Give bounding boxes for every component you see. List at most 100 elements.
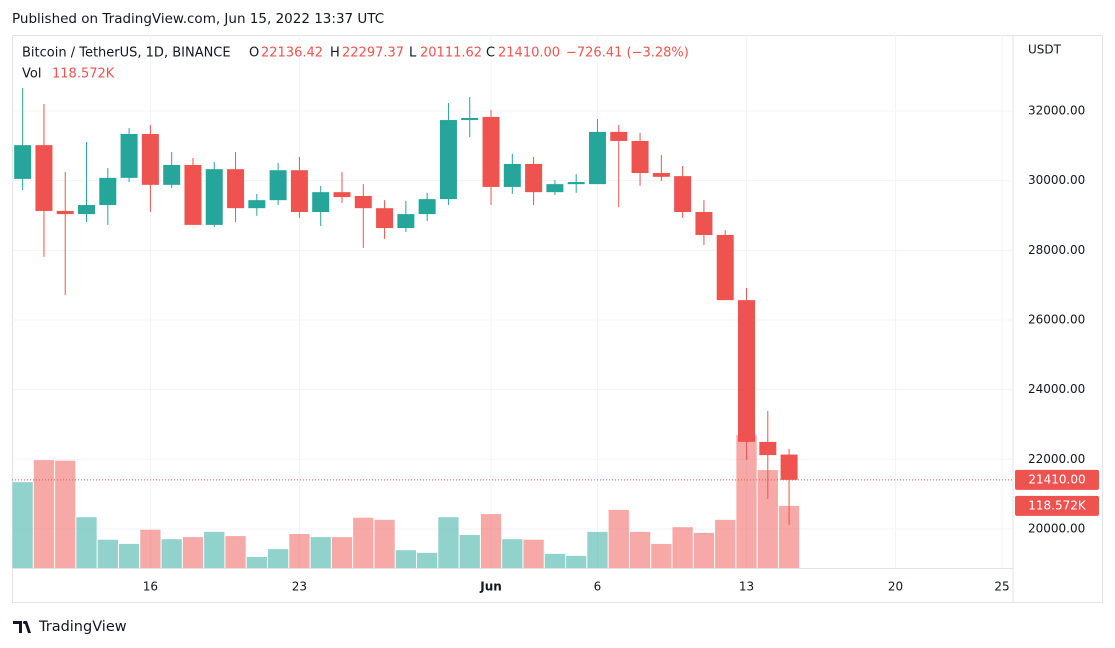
candle-body: [780, 454, 798, 480]
volume-bar: [736, 435, 757, 568]
volume-bar: [331, 537, 353, 568]
candle-body: [163, 164, 181, 185]
volume-bar: [480, 514, 502, 568]
high-label: H: [330, 46, 340, 61]
volume-bar: [672, 527, 693, 568]
candle-body: [610, 131, 628, 141]
volume-bar: [566, 555, 587, 568]
published-note: Published on TradingView.com, Jun 15, 20…: [12, 11, 384, 27]
x-tick-label: 13: [739, 580, 754, 594]
x-tick-label: 16: [143, 580, 158, 594]
logo: [13, 621, 31, 633]
candle-body: [56, 210, 74, 215]
candle-body: [546, 184, 564, 193]
chart-frame: [12, 35, 1103, 603]
candle-body: [141, 133, 159, 185]
logo-icon: [13, 621, 31, 633]
volume-bar: [118, 543, 140, 568]
volume-bar: [246, 557, 267, 568]
volume-bar: [182, 537, 204, 568]
last-price-tag-text: 21410.00: [1028, 472, 1085, 486]
volume-bar: [55, 460, 76, 568]
volume-bar: [608, 509, 629, 568]
volume-bar: [374, 519, 395, 568]
overlay: 21410.00 118.572K: [12, 469, 1099, 516]
volume-bar: [161, 539, 182, 568]
candle-body: [269, 170, 287, 201]
candle-body: [205, 169, 223, 225]
volume-bar: [438, 517, 459, 568]
x-tick-label: 25: [994, 580, 1009, 594]
volume-bar: [544, 553, 566, 568]
candle-body: [312, 192, 330, 213]
logo-dot: [23, 621, 26, 624]
candle-body: [290, 170, 308, 213]
volume-bar: [587, 531, 608, 568]
volume-bar: [778, 505, 800, 568]
volume-bar: [459, 535, 480, 568]
volume-bar: [651, 543, 672, 568]
symbol: Bitcoin / TetherUS, 1D, BINANCE: [22, 46, 231, 61]
volume-label: Vol: [22, 67, 41, 82]
volume-bar: [693, 532, 715, 568]
candle-body: [439, 120, 457, 200]
close-label: C: [486, 46, 495, 61]
candle-body: [738, 300, 756, 442]
low-label: L: [409, 46, 417, 61]
brand: TradingView: [38, 619, 127, 635]
y-tick-label: 28000.00: [1028, 243, 1085, 257]
grid: 20000.00 22000.00 24000.00 26000.00 28000.00…: [12, 35, 1085, 594]
candle-body: [120, 133, 138, 178]
y-tick-label: 30000.00: [1028, 173, 1085, 187]
open-value: 22136.42: [261, 46, 323, 61]
volume-bar: [33, 460, 55, 568]
candle-body: [631, 140, 649, 173]
volume-value: 118.572K: [52, 67, 115, 82]
high-value: 22297.37: [342, 46, 404, 61]
x-tick-label: 6: [594, 580, 602, 594]
candles: [14, 88, 798, 526]
y-tick-label: 20000.00: [1028, 521, 1085, 535]
y-tick-label: 24000.00: [1028, 382, 1085, 396]
volume-bar: [225, 536, 246, 568]
candle-body: [78, 205, 96, 215]
candle-body: [503, 163, 521, 187]
volume-bar: [417, 552, 438, 568]
last-volume-tag-text: 118.572K: [1028, 498, 1087, 512]
volume-bar: [395, 550, 417, 568]
volume-bar: [523, 539, 544, 568]
candle-body: [248, 200, 266, 209]
candle-body: [759, 441, 777, 456]
x-tick-label: Jun: [479, 580, 502, 594]
candle-body: [418, 199, 436, 215]
candle-body: [14, 145, 32, 179]
candle-body: [461, 117, 479, 121]
volume-bar: [97, 539, 118, 568]
x-tick-label: 23: [292, 580, 307, 594]
volume-bar: [12, 482, 33, 568]
candle-body: [227, 169, 245, 209]
candle-body: [376, 208, 394, 229]
candle-body: [99, 177, 117, 206]
volume-bars: [12, 435, 800, 568]
last-volume-tag: [1015, 495, 1099, 516]
y-tick-label: 22000.00: [1028, 452, 1085, 466]
candle-body: [354, 195, 372, 209]
candle-body: [184, 164, 202, 225]
candle-body: [588, 131, 606, 185]
candle-body: [652, 172, 670, 177]
change: −726.41 (−3.28%): [566, 46, 689, 61]
candle-body: [695, 212, 713, 235]
volume-bar: [502, 539, 523, 568]
volume-bar: [204, 531, 225, 568]
volume-bar: [310, 537, 331, 568]
candle-body: [674, 176, 692, 213]
candle-body: [333, 192, 351, 198]
currency: USDT: [1028, 43, 1062, 57]
candle-body: [35, 145, 53, 211]
last-price-tag: [1015, 469, 1099, 490]
volume-bar: [289, 533, 310, 568]
x-tick-label: 20: [888, 580, 903, 594]
volume-bar: [715, 519, 736, 568]
y-tick-label: 26000.00: [1028, 312, 1085, 326]
